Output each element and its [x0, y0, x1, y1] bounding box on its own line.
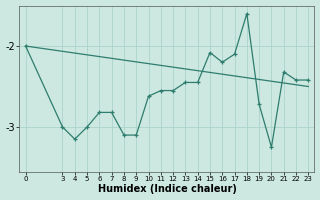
- X-axis label: Humidex (Indice chaleur): Humidex (Indice chaleur): [98, 184, 236, 194]
